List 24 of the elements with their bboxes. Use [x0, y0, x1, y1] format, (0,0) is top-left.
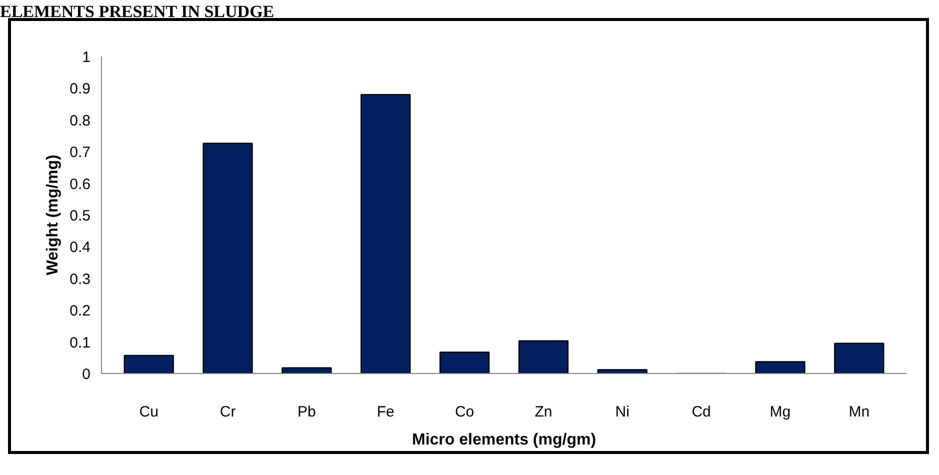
y-tick-label: 0.4	[70, 239, 91, 256]
y-tick-label: 0.1	[70, 334, 91, 352]
x-tick-label: Pb	[298, 404, 316, 420]
y-tick-label: 0.8	[70, 112, 91, 130]
y-tick-label: 0.6	[70, 176, 91, 193]
y-tick-label: 1	[82, 49, 90, 66]
chart-title: ELEMENTS PRESENT IN SLUDGE	[0, 1, 274, 23]
x-tick-label: Mg	[770, 404, 791, 420]
y-tick-label: 0.3	[70, 270, 91, 288]
y-tick-label: 0.2	[70, 302, 91, 320]
y-tick-label: 0.7	[70, 144, 91, 162]
x-tick-label: Zn	[534, 404, 552, 420]
y-tick-label: 0.9	[70, 80, 91, 98]
y-tick-label: 0	[82, 366, 90, 383]
x-tick-label: Cu	[139, 404, 158, 420]
x-tick-label: Co	[454, 404, 474, 420]
x-tick-label: Mn	[848, 404, 870, 420]
x-axis-title: Micro elements (mg/gm)	[412, 432, 596, 448]
x-tick-label: Cd	[692, 404, 711, 420]
y-tick-label: 0.5	[70, 208, 91, 224]
y-axis-title: Weight (mg/mg)	[44, 154, 62, 276]
x-tick-label: Cr	[220, 404, 236, 420]
x-tick-label: Ni	[615, 404, 630, 420]
x-tick-label: Fe	[376, 404, 394, 420]
